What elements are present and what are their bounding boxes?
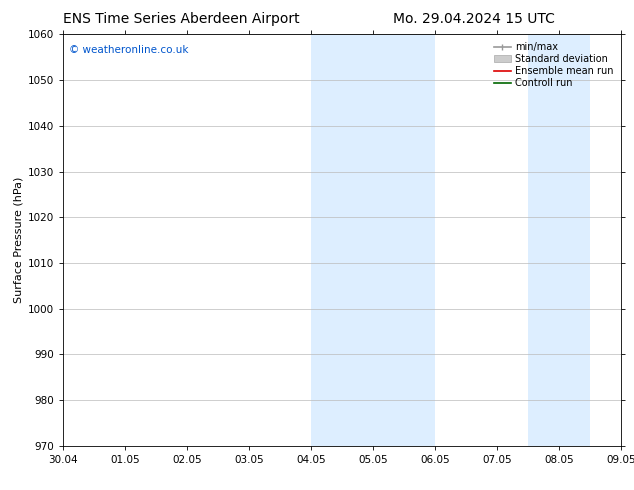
- Legend: min/max, Standard deviation, Ensemble mean run, Controll run: min/max, Standard deviation, Ensemble me…: [491, 39, 616, 91]
- Bar: [373, 34, 436, 446]
- Bar: [528, 34, 590, 446]
- Text: Mo. 29.04.2024 15 UTC: Mo. 29.04.2024 15 UTC: [393, 12, 555, 26]
- Text: © weatheronline.co.uk: © weatheronline.co.uk: [69, 45, 188, 54]
- Bar: [311, 34, 373, 446]
- Y-axis label: Surface Pressure (hPa): Surface Pressure (hPa): [14, 177, 24, 303]
- Text: ENS Time Series Aberdeen Airport: ENS Time Series Aberdeen Airport: [63, 12, 300, 26]
